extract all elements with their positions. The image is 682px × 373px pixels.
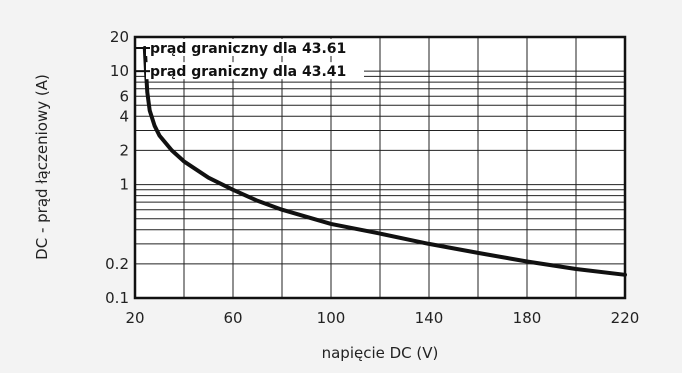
x-tick-label: 100 xyxy=(317,309,346,327)
series-line xyxy=(142,46,627,277)
y-tick-label: 0.2 xyxy=(105,255,129,273)
y-tick-label: 10 xyxy=(110,62,129,80)
x-tick-label: 180 xyxy=(513,309,542,327)
y-tick-label: 20 xyxy=(110,28,129,46)
y-tick-label: 1 xyxy=(119,176,129,194)
x-axis-title: napięcie DC (V) xyxy=(322,344,439,362)
y-tick-label: 2 xyxy=(119,141,129,159)
tick-layer: 20 60 100 140 180 220 0.1 0.2 1 2 4 6 10 20 xyxy=(105,28,639,327)
x-tick-label: 140 xyxy=(415,309,444,327)
limit-label: prąd graniczny dla 43.41 xyxy=(150,64,346,80)
x-tick-label: 220 xyxy=(611,309,640,327)
limit-label-bg xyxy=(146,62,364,80)
y-axis-title: DC - prąd łączeniowy (A) xyxy=(33,74,51,260)
grid-layer xyxy=(135,37,625,298)
plot-border xyxy=(133,35,627,300)
annotation-layer: prąd graniczny dla 43.61 prąd graniczny d… xyxy=(135,38,364,80)
x-tick-label: 60 xyxy=(223,309,242,327)
x-tick-label: 20 xyxy=(125,309,144,327)
limit-label: prąd graniczny dla 43.61 xyxy=(150,41,346,57)
y-tick-label: 0.1 xyxy=(105,289,129,307)
limit-label-bg xyxy=(146,38,364,56)
y-tick-label: 6 xyxy=(119,87,129,105)
y-tick-label: 4 xyxy=(119,107,129,125)
series-layer xyxy=(142,46,627,277)
